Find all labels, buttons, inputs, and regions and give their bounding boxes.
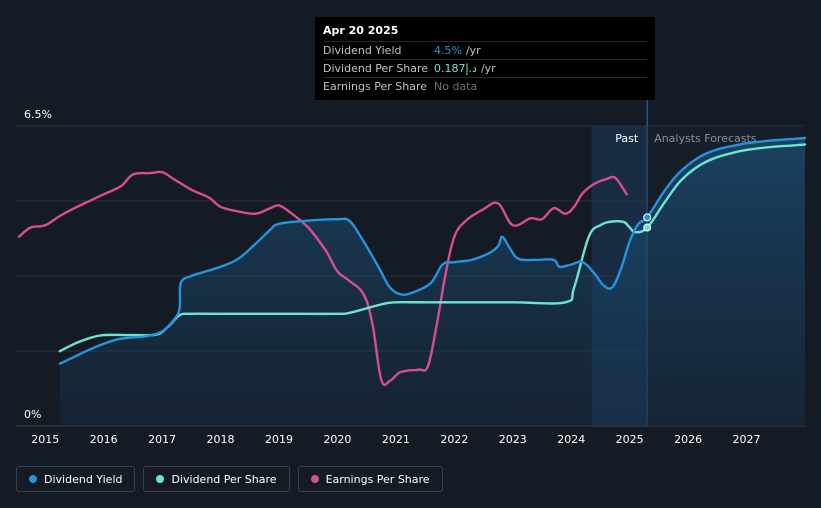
tooltip-key: Dividend Per Share (323, 62, 429, 75)
legend-dot-icon (29, 475, 37, 483)
tooltip-value: 0.187د.إ (434, 62, 477, 75)
x-tick-label: 2022 (440, 433, 468, 446)
forecast-label: Analysts Forecasts (654, 132, 757, 145)
tooltip-row-dividend-yield: Dividend Yield 4.5%/yr (323, 41, 647, 59)
tooltip: Apr 20 2025 Dividend Yield 4.5%/yr Divid… (315, 17, 655, 100)
series-line-dividend-yield (58, 136, 807, 365)
tooltip-unit: /yr (465, 44, 481, 57)
legend: Dividend Yield Dividend Per Share Earnin… (16, 466, 451, 492)
x-axis-labels: 2015 2016 2017 2018 2019 2020 2021 2022 2023 2024… (31, 433, 760, 446)
x-tick-label: 2016 (90, 433, 118, 446)
hover-markers (643, 213, 652, 232)
x-tick-label: 2023 (499, 433, 527, 446)
legend-dot-icon (310, 475, 319, 483)
tooltip-row-dividend-per-share: Dividend Per Share 0.187د.إ/yr (323, 59, 647, 77)
x-tick-label: 2020 (323, 433, 351, 446)
tooltip-key: Earnings Per Share (323, 80, 428, 93)
x-tick-label: 2018 (207, 433, 235, 446)
tooltip-unit: /yr (480, 62, 496, 75)
marker-dividend-yield (643, 213, 652, 222)
tooltip-key: Dividend Yield (323, 44, 402, 57)
legend-label: Dividend Yield (44, 472, 123, 486)
tooltip-value: 4.5% (434, 44, 462, 57)
marker-dividend-per-share (643, 223, 652, 232)
x-tick-label: 2026 (674, 433, 702, 446)
y-axis-labels: 6.5% 0% (24, 108, 52, 421)
legend-earnings-per-share[interactable]: Earnings Per Share (297, 466, 443, 492)
legend-dividend-yield[interactable]: Dividend Yield (16, 466, 136, 492)
y-tick-label: 0% (24, 408, 41, 421)
legend-dividend-per-share[interactable]: Dividend Per Share (143, 466, 290, 492)
x-tick-label: 2025 (616, 433, 644, 446)
tooltip-date: Apr 20 2025 (323, 24, 399, 37)
tooltip-value: No data (434, 80, 478, 93)
legend-dot-icon (156, 475, 165, 483)
x-tick-label: 2019 (265, 433, 293, 446)
y-tick-label: 6.5% (24, 108, 52, 121)
x-tick-label: 2015 (31, 433, 59, 446)
tooltip-row-earnings-per-share: Earnings Per Share No data (323, 77, 647, 95)
x-tick-label: 2027 (733, 433, 761, 446)
past-label: Past (615, 132, 639, 145)
legend-label: Earnings Per Share (325, 472, 430, 486)
x-tick-label: 2021 (382, 433, 410, 446)
legend-label: Dividend Per Share (171, 472, 277, 486)
series-lines (17, 136, 807, 387)
region-labels: Past Analysts Forecasts (615, 132, 757, 145)
x-tick-label: 2024 (557, 433, 585, 446)
x-tick-label: 2017 (148, 433, 176, 446)
